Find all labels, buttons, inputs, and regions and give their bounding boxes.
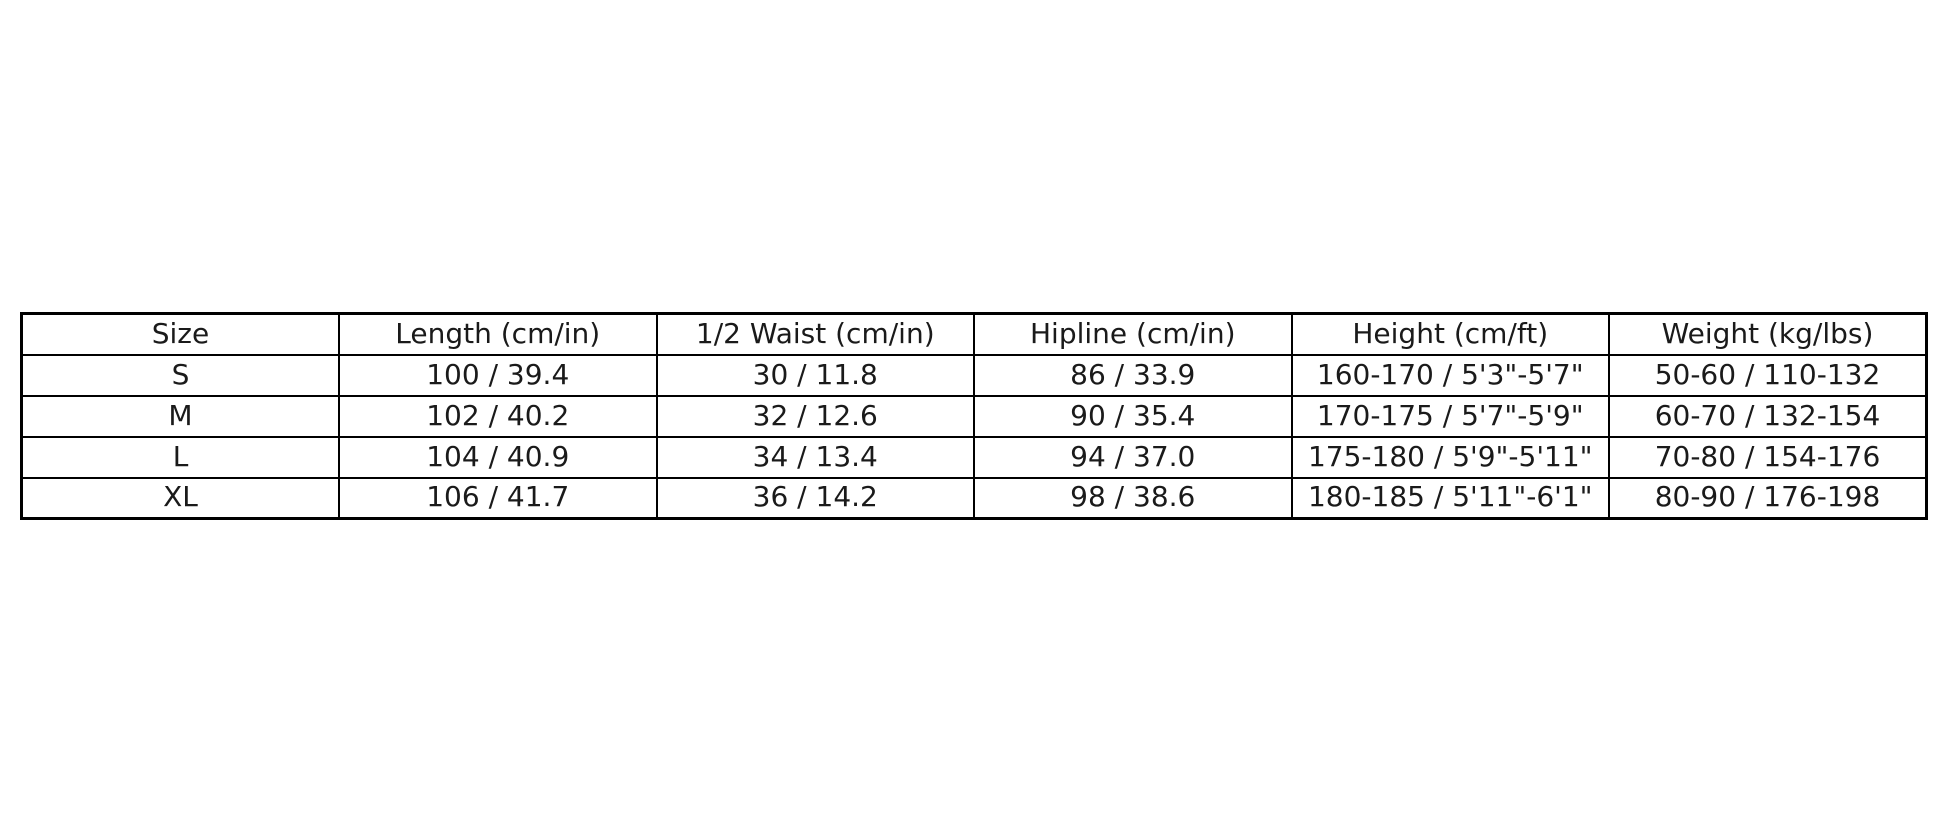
cell-length: 102 / 40.2 — [338, 394, 658, 438]
cell-height: 170-175 / 5'7"-5'9" — [1290, 394, 1610, 438]
cell-weight: 70-80 / 154-176 — [1608, 435, 1928, 479]
cell-hipline: 94 / 37.0 — [973, 435, 1293, 479]
table-row-l: L 104 / 40.9 34 / 13.4 94 / 37.0 175-180… — [20, 435, 1928, 479]
cell-height: 175-180 / 5'9"-5'11" — [1290, 435, 1610, 479]
table-header: Size Length (cm/in) 1/2 Waist (cm/in) Hi… — [20, 312, 1928, 356]
cell-hipline: 98 / 38.6 — [973, 476, 1293, 520]
cell-length: 100 / 39.4 — [338, 353, 658, 397]
cell-size: S — [20, 353, 340, 397]
cell-height: 160-170 / 5'3"-5'7" — [1290, 353, 1610, 397]
header-cell-hipline: Hipline (cm/in) — [973, 312, 1293, 356]
cell-waist: 36 / 14.2 — [655, 476, 975, 520]
cell-length: 106 / 41.7 — [338, 476, 658, 520]
table-body: S 100 / 39.4 30 / 11.8 86 / 33.9 160-170… — [20, 353, 1928, 520]
cell-size: XL — [20, 476, 340, 520]
cell-weight: 60-70 / 132-154 — [1608, 394, 1928, 438]
cell-length: 104 / 40.9 — [338, 435, 658, 479]
cell-height: 180-185 / 5'11"-6'1" — [1290, 476, 1610, 520]
size-chart-table: Size Length (cm/in) 1/2 Waist (cm/in) Hi… — [20, 312, 1928, 520]
header-cell-size: Size — [20, 312, 340, 356]
header-cell-length: Length (cm/in) — [338, 312, 658, 356]
cell-size: L — [20, 435, 340, 479]
header-row: Size Length (cm/in) 1/2 Waist (cm/in) Hi… — [20, 312, 1928, 356]
header-cell-weight: Weight (kg/lbs) — [1608, 312, 1928, 356]
header-cell-height: Height (cm/ft) — [1290, 312, 1610, 356]
table-row-xl: XL 106 / 41.7 36 / 14.2 98 / 38.6 180-18… — [20, 476, 1928, 520]
cell-hipline: 86 / 33.9 — [973, 353, 1293, 397]
cell-hipline: 90 / 35.4 — [973, 394, 1293, 438]
header-cell-waist: 1/2 Waist (cm/in) — [655, 312, 975, 356]
table-row-s: S 100 / 39.4 30 / 11.8 86 / 33.9 160-170… — [20, 353, 1928, 397]
cell-weight: 50-60 / 110-132 — [1608, 353, 1928, 397]
table-row-m: M 102 / 40.2 32 / 12.6 90 / 35.4 170-175… — [20, 394, 1928, 438]
cell-weight: 80-90 / 176-198 — [1608, 476, 1928, 520]
cell-waist: 30 / 11.8 — [655, 353, 975, 397]
cell-size: M — [20, 394, 340, 438]
cell-waist: 32 / 12.6 — [655, 394, 975, 438]
cell-waist: 34 / 13.4 — [655, 435, 975, 479]
